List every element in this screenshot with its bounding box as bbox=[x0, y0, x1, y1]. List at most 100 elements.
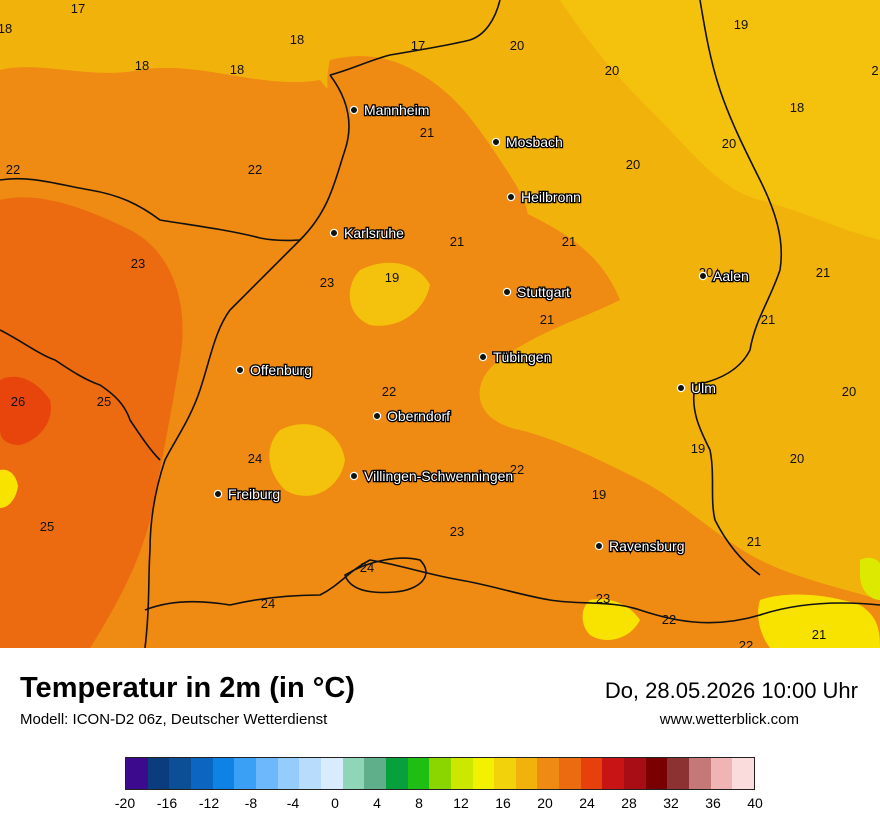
legend-swatch bbox=[580, 758, 603, 789]
temperature-label: 24 bbox=[261, 596, 275, 611]
legend-swatch bbox=[689, 758, 711, 789]
city-marker: Karlsruhe bbox=[329, 224, 405, 242]
city-marker: Villingen-Schwenningen bbox=[349, 467, 514, 485]
temperature-label: 20 bbox=[510, 38, 524, 53]
cool-patch-stuttgart bbox=[349, 262, 430, 326]
city-marker: Ulm bbox=[676, 379, 717, 397]
city-dot bbox=[594, 541, 604, 551]
city-dot bbox=[478, 352, 488, 362]
legend-swatch bbox=[147, 758, 170, 789]
legend-swatch bbox=[212, 758, 235, 789]
city-marker: Oberndorf bbox=[372, 407, 451, 425]
legend-swatch bbox=[732, 758, 755, 789]
legend-tick-label: -20 bbox=[114, 795, 136, 811]
temperature-label: 20 bbox=[790, 451, 804, 466]
temperature-label: 18 bbox=[230, 62, 244, 77]
legend-swatch bbox=[537, 758, 560, 789]
border-alsace-lorraine bbox=[0, 329, 161, 461]
city-label: Mannheim bbox=[364, 102, 429, 118]
legend-swatch bbox=[429, 758, 451, 789]
legend-swatch bbox=[407, 758, 430, 789]
temperature-label: 18 bbox=[290, 32, 304, 47]
temperature-label: 23 bbox=[131, 256, 145, 271]
temperature-label: 20 bbox=[722, 136, 736, 151]
city-marker: Ravensburg bbox=[594, 537, 686, 555]
city-marker: Mannheim bbox=[349, 101, 431, 119]
legend-swatch bbox=[169, 758, 191, 789]
cool-patch-villingen bbox=[269, 424, 345, 496]
city-layer: Mannheim Mosbach Heilbronn Karlsruhe Aalen St… bbox=[213, 101, 750, 555]
legend-swatch bbox=[299, 758, 321, 789]
legend-swatch bbox=[342, 758, 365, 789]
city-label: Mosbach bbox=[506, 134, 563, 150]
legend-tick-label: 36 bbox=[705, 795, 721, 811]
legend-swatch bbox=[472, 758, 495, 789]
legend-swatch bbox=[277, 758, 300, 789]
temperature-label: 17 bbox=[411, 38, 425, 53]
temperature-label: 22 bbox=[382, 384, 396, 399]
legend-swatch bbox=[385, 758, 408, 789]
city-marker: Tübingen bbox=[478, 348, 553, 366]
map-subtitle: Modell: ICON-D2 06z, Deutscher Wetterdie… bbox=[20, 711, 328, 728]
city-dot bbox=[698, 271, 708, 281]
legend-swatch bbox=[255, 758, 278, 789]
legend-swatch bbox=[450, 758, 473, 789]
city-label: Offenburg bbox=[250, 362, 312, 378]
border-hesse bbox=[329, 0, 501, 76]
city-dot bbox=[372, 411, 382, 421]
legend-swatch bbox=[602, 758, 625, 789]
city-marker: Offenburg bbox=[235, 361, 313, 379]
temperature-label: 21 bbox=[540, 312, 554, 327]
legend-tick-label: 32 bbox=[663, 795, 679, 811]
legend-swatch bbox=[667, 758, 690, 789]
temperature-label: 22 bbox=[6, 162, 20, 177]
city-label: Karlsruhe bbox=[344, 225, 404, 241]
legend-tick-label: -12 bbox=[198, 795, 220, 811]
city-dot bbox=[349, 471, 359, 481]
city-dot bbox=[329, 228, 339, 238]
legend-tick-label: 40 bbox=[747, 795, 763, 811]
legend-tick-label: 20 bbox=[537, 795, 553, 811]
temperature-label: 23 bbox=[320, 275, 334, 290]
city-dot bbox=[349, 105, 359, 115]
city-label: Ravensburg bbox=[609, 538, 685, 554]
temperature-label: 19 bbox=[734, 17, 748, 32]
temperature-label: 17 bbox=[71, 1, 85, 16]
city-label: Oberndorf bbox=[387, 408, 450, 424]
temperature-label: 2 bbox=[871, 63, 878, 78]
temperature-label: 18 bbox=[790, 100, 804, 115]
border-switzerland bbox=[144, 559, 880, 624]
temperature-label: 25 bbox=[40, 519, 54, 534]
city-dot bbox=[506, 192, 516, 202]
city-label: Stuttgart bbox=[517, 284, 570, 300]
border-bavaria bbox=[692, 0, 783, 576]
city-marker: Heilbronn bbox=[506, 188, 582, 206]
city-label: Heilbronn bbox=[521, 189, 581, 205]
city-marker: Freiburg bbox=[213, 485, 281, 503]
temperature-label: 21 bbox=[747, 534, 761, 549]
temperature-label: 21 bbox=[450, 234, 464, 249]
cool-patch-north bbox=[560, 0, 880, 240]
legend-swatch bbox=[234, 758, 256, 789]
city-dot bbox=[213, 489, 223, 499]
city-dot bbox=[676, 383, 686, 393]
legend-ticks: -20 -16 -12 -8 -4 0 4 8 12 16 20 24 28 32 36 40 bbox=[115, 795, 763, 815]
city-label: Villingen-Schwenningen bbox=[364, 468, 513, 484]
temperature-label: 21 bbox=[562, 234, 576, 249]
temperature-label: 20 bbox=[605, 63, 619, 78]
legend-tick-label: -4 bbox=[286, 795, 300, 811]
city-dot bbox=[502, 287, 512, 297]
legend-tick-label: -16 bbox=[156, 795, 178, 811]
temperature-label: 26 bbox=[11, 394, 25, 409]
borders bbox=[0, 0, 880, 648]
website-link[interactable]: www.wetterblick.com bbox=[659, 711, 799, 728]
temperature-label: 20 bbox=[842, 384, 856, 399]
city-marker: Mosbach bbox=[491, 133, 564, 151]
temperature-label: 25 bbox=[97, 394, 111, 409]
legend-swatch bbox=[494, 758, 516, 789]
temperature-map: 17 18 18 18 17 18 20 20 19 18 2 21 20 20 22 22 21 21 23 23 1… bbox=[0, 0, 880, 648]
map-title: Temperatur in 2m (in °C) bbox=[20, 672, 355, 704]
temperature-label: 21 bbox=[816, 265, 830, 280]
temperature-label: 24 bbox=[360, 560, 374, 575]
city-marker: Stuttgart bbox=[502, 283, 571, 301]
